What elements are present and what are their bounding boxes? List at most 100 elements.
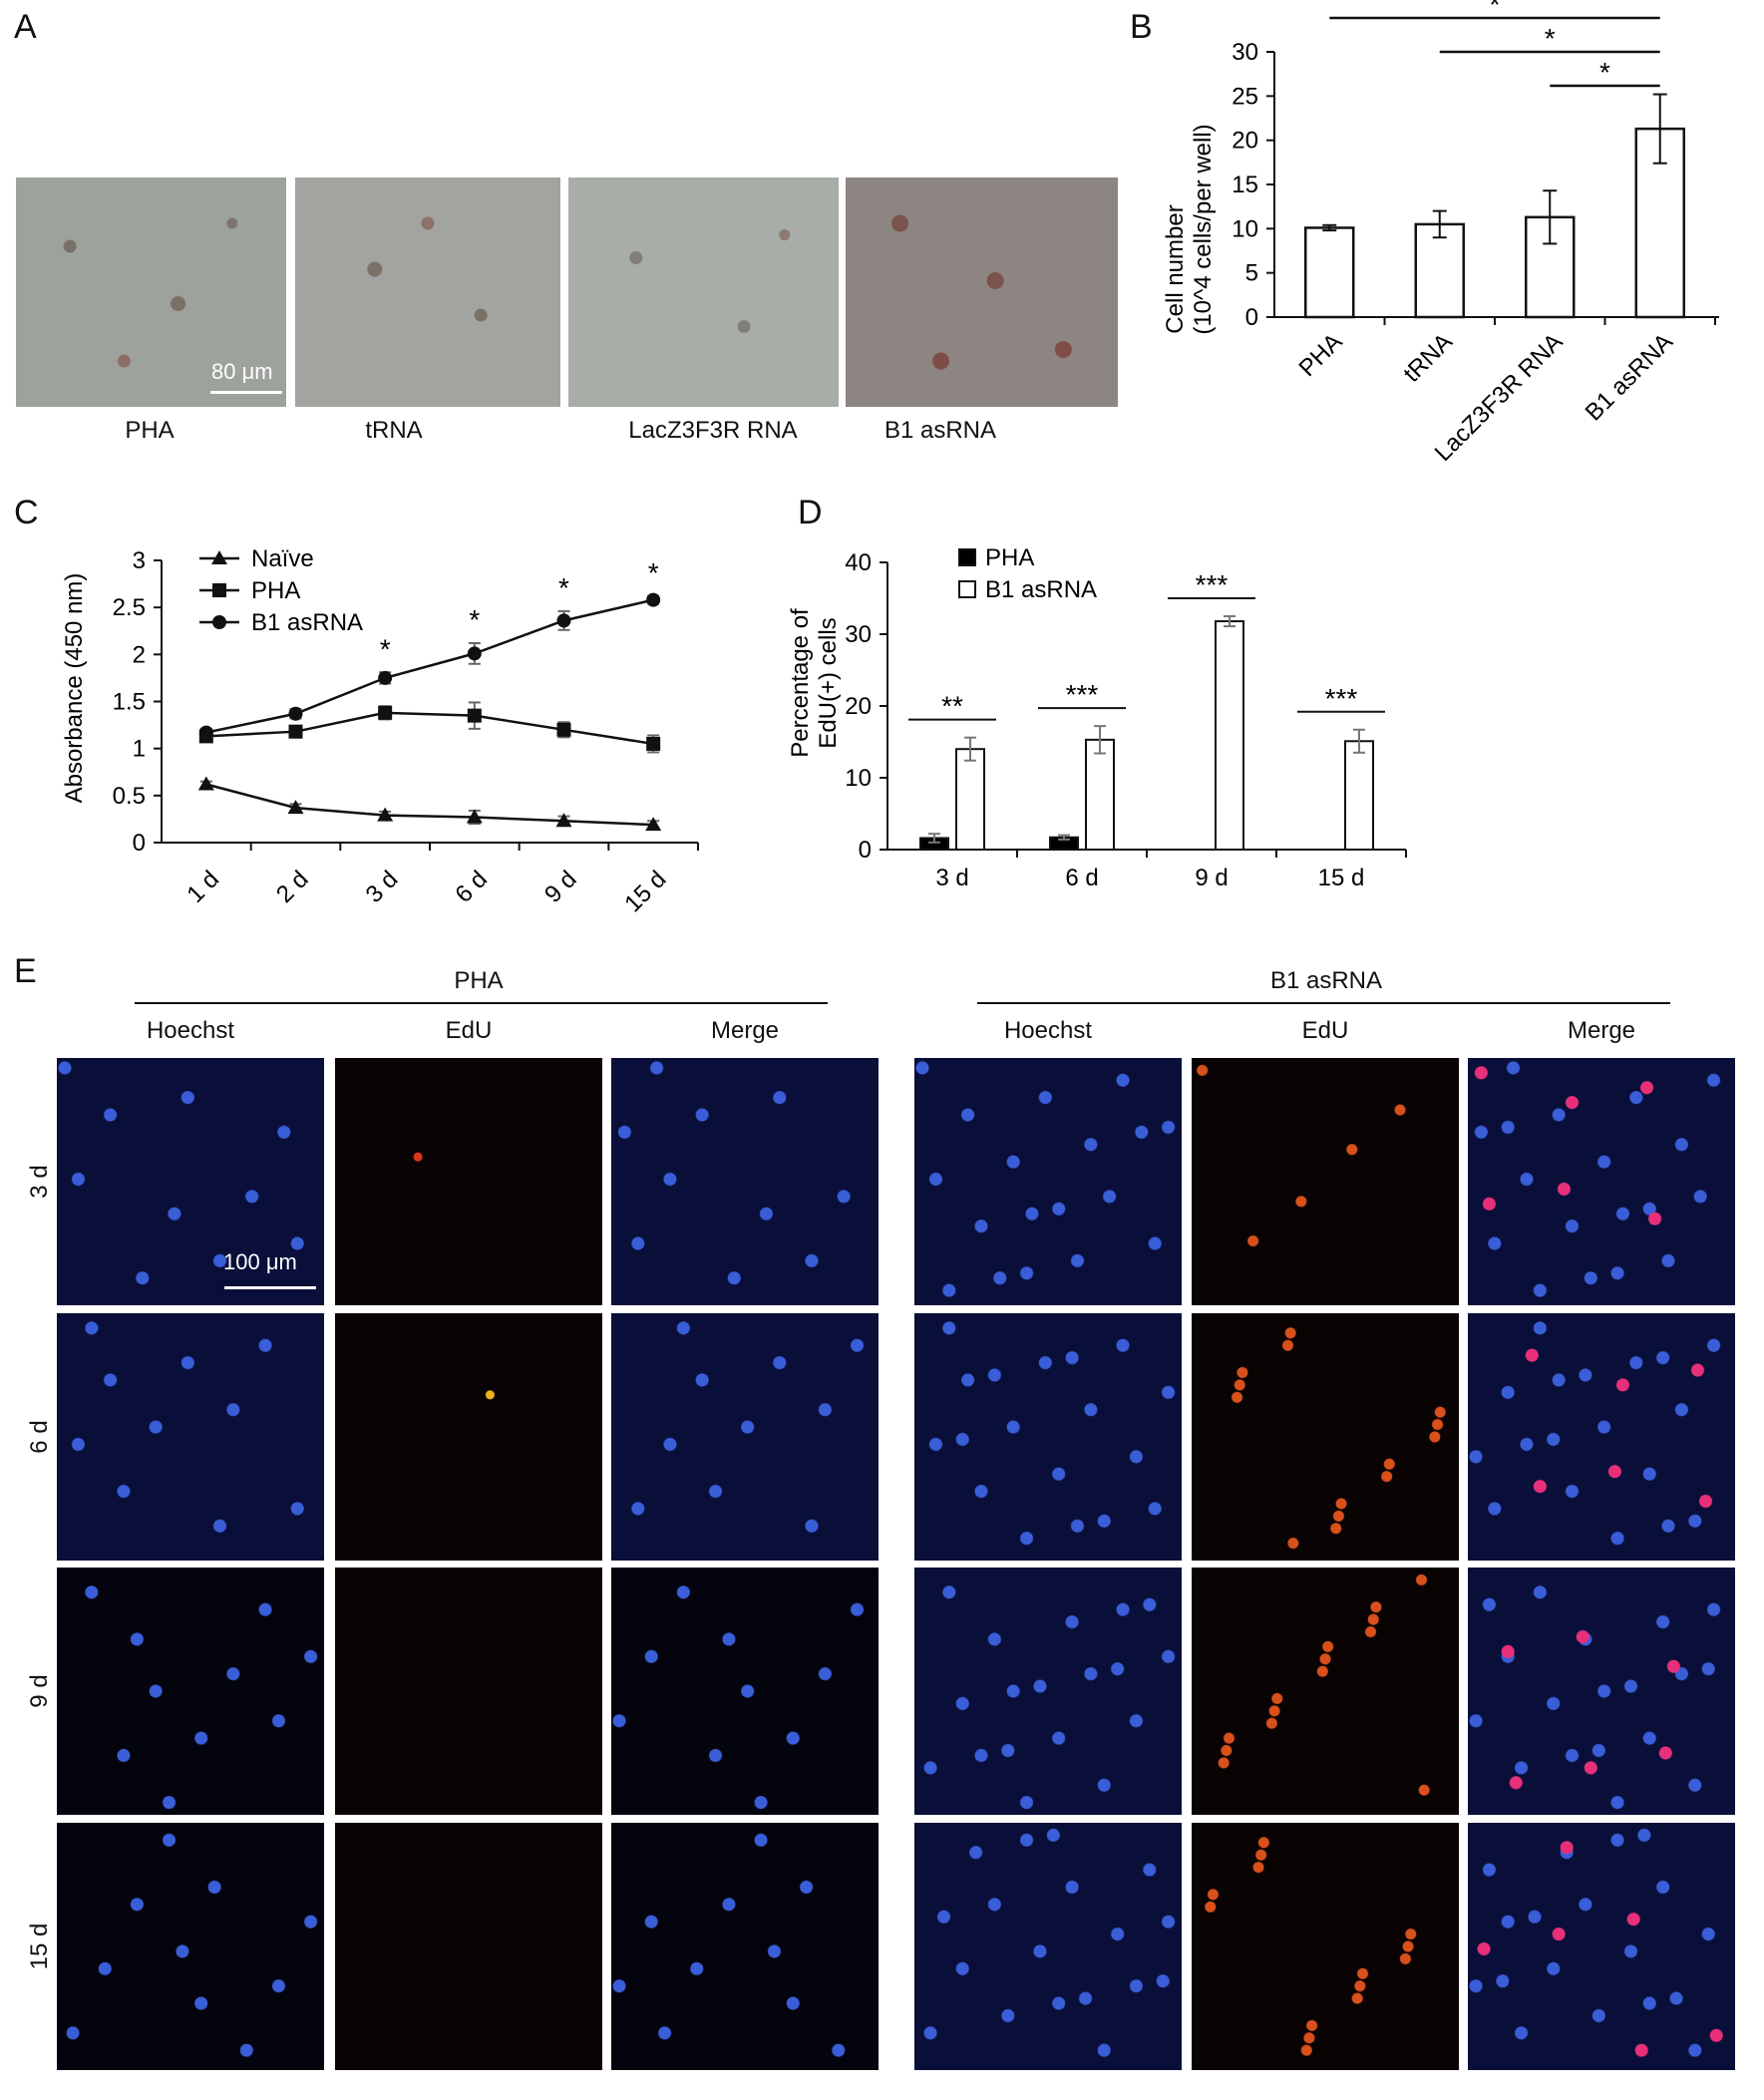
c-legend-label-pha: PHA [251,577,300,604]
c-ytick-label: 1.5 [113,689,146,716]
fluorescence-image-pha-edu-15-d [335,1823,602,2070]
fluorescence-image-pha-merge-9-d [611,1568,879,1815]
d-bar-b1-asrna-15-d [1344,740,1374,851]
c-ytick-label: 1 [133,736,146,763]
c-xtick-label: 2 d [271,866,314,908]
c-series-line-pha [205,711,654,746]
group-rule-b1-asrna [977,1002,1670,1004]
panel-label-a: A [14,8,37,46]
panel-label-b: B [1130,8,1153,46]
fluorescence-image-pha-hoechst-9-d [57,1568,324,1815]
panel-c-line-chart: 0 0.5 1 1.5 2 2.5 3 1 d 2 d 3 d 6 d 9 d 15 d * * * * Na… [61,545,699,917]
b-ytick-label: 30 [1232,39,1258,66]
group-label-b1-asrna: B1 asRNA [1269,967,1383,994]
c-point-pha [378,705,393,720]
d-legend-swatch-b1-asrna [958,580,976,598]
fluorescence-image-pha-hoechst-6-d [57,1313,324,1561]
c-point-b1-asrna [378,670,393,685]
c-series-line-b1-asrna [205,598,654,734]
panel-label-e: E [14,952,37,990]
c-ytick-label: 2 [133,641,146,668]
c-point-na-ve [555,813,572,828]
b-ylabel-line2: (10^4 cells/per well) [1190,124,1217,334]
b-ytick-label: 20 [1232,128,1258,155]
fluorescence-image-pha-merge-15-d [611,1823,879,2070]
b-ytick-label: 0 [1245,304,1258,331]
d-bar-b1-asrna-6-d [1085,738,1115,851]
c-xtick-label: 3 d [361,866,404,908]
channel-label-hoechst-b1-asrna: Hoechst [1003,1017,1093,1044]
c-ylabel: Absorbance (450 nm) [61,573,88,804]
c-point-pha [646,736,661,751]
b-sig-star: * [1490,0,1501,20]
channel-label-edu-b1-asrna: EdU [1301,1017,1349,1044]
fluorescence-image-pha-hoechst-15-d [57,1823,324,2070]
c-legend-label-b1-asrna: B1 asRNA [251,609,363,636]
c-point-b1-asrna [556,613,571,628]
fluorescence-image-pha-hoechst-3-d [57,1058,324,1305]
fluorescence-image-b1-asrna-merge-3-d [1468,1058,1735,1305]
d-ytick-label: 30 [845,621,872,648]
c-point-na-ve [645,817,662,832]
c-xtick-label: 9 d [539,866,582,908]
image-label-b1-asrna: B1 asRNA [883,417,997,444]
c-ytick-label: 0.5 [113,783,146,810]
c-point-b1-asrna [198,725,213,740]
scale-bar-a [210,391,282,394]
c-ytick-label: 0 [133,830,146,857]
fluorescence-image-pha-edu-9-d [335,1568,602,1815]
c-sig-star: * [380,633,391,664]
c-xtick-label: 15 d [619,866,671,917]
d-ytick-label: 40 [845,549,872,576]
d-xtick-label: 9 d [1195,865,1228,891]
fluorescence-image-b1-asrna-hoechst-6-d [914,1313,1182,1561]
image-label-trna: tRNA [365,417,423,444]
row-label-9-d: 9 d [26,1674,53,1708]
row-label-15-d: 15 d [26,1923,53,1970]
scale-label-e: 100 μm [223,1249,297,1274]
b-xtick-label: PHA [1293,328,1347,382]
fluorescence-image-b1-asrna-hoechst-15-d [914,1823,1182,2070]
c-point-pha [556,722,571,737]
b-sig-star: * [1599,57,1610,88]
d-sig-stars: *** [1196,569,1229,600]
b-ytick-label: 25 [1232,83,1258,110]
d-ytick-label: 20 [845,693,872,720]
c-point-b1-asrna [288,706,303,721]
d-ytick-label: 0 [859,837,872,864]
c-point-pha [288,724,303,739]
brightfield-image-b1-asrna [846,177,1118,407]
d-xtick-label: 6 d [1065,865,1098,891]
b-ytick-label: 15 [1232,172,1258,198]
fluorescence-image-pha-edu-6-d [335,1313,602,1561]
b-ytick-label: 10 [1232,215,1258,242]
d-xtick-label: 3 d [935,865,968,891]
fluorescence-image-b1-asrna-merge-15-d [1468,1823,1735,2070]
c-legend-marker-na-ve [211,550,227,564]
c-ytick-label: 2.5 [113,594,146,621]
b-sig-star: * [1545,23,1556,54]
c-series-line-na-ve [205,783,654,827]
fluorescence-image-b1-asrna-merge-9-d [1468,1568,1735,1815]
b-bar-b1-asrna [1634,127,1685,319]
b-ytick-label: 5 [1245,260,1258,287]
c-legend-label-na-ve: Naïve [251,545,314,572]
fluorescence-image-pha-merge-6-d [611,1313,879,1561]
c-point-pha [467,708,482,723]
d-sig-stars: *** [1325,683,1358,714]
b-bar-pha [1304,226,1355,319]
group-label-pha: PHA [454,967,504,994]
c-point-na-ve [287,800,304,815]
b-xtick-label: tRNA [1398,328,1458,388]
channel-label-edu-pha: EdU [445,1017,493,1044]
c-point-b1-asrna [646,592,661,607]
channel-label-hoechst-pha: Hoechst [146,1017,235,1044]
image-label-lacz3f3r: LacZ3F3R RNA [628,417,798,444]
d-ylabel-line1: Percentage of [787,608,814,758]
d-ytick-label: 10 [845,765,872,792]
c-legend-marker-pha [212,583,226,597]
d-sig-stars: *** [1066,679,1099,710]
d-bar-b1-asrna-9-d [1215,620,1244,852]
image-label-pha: PHA [125,417,175,444]
